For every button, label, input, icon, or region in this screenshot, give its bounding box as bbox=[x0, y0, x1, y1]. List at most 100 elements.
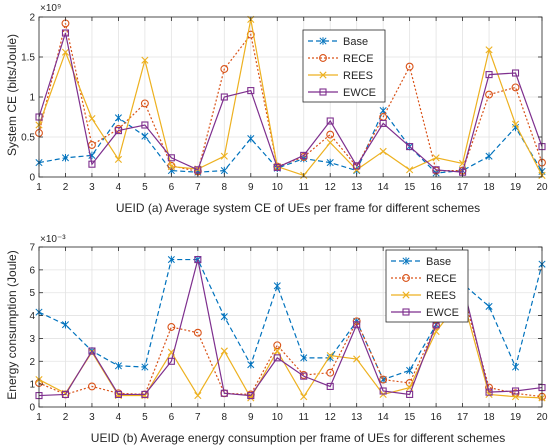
chart-a-y-tick-label: 1.5 bbox=[21, 53, 35, 64]
chart-a-point-rece bbox=[326, 130, 335, 139]
chart-a-y-tick-label: 0.5 bbox=[21, 133, 35, 144]
chart-b-point-rece bbox=[167, 323, 176, 331]
chart-b-legend-marker bbox=[402, 291, 410, 299]
chart-a-legend-label: Base bbox=[343, 36, 368, 48]
chart-b-legend-item-rees: REES bbox=[391, 290, 456, 302]
chart-a-point-rees bbox=[167, 163, 175, 171]
chart-b-x-tick-label: 19 bbox=[510, 412, 522, 423]
chart-b-point-ewce bbox=[300, 372, 308, 380]
chart-b-legend-item-rece: RECE bbox=[391, 273, 457, 285]
chart-b-point-base bbox=[247, 360, 255, 369]
chart-a-point-rece bbox=[485, 90, 494, 99]
chart-a-point-rece bbox=[405, 62, 414, 71]
chart-a-point-rees bbox=[326, 139, 334, 147]
chart-a-x-tick-label: 11 bbox=[299, 182, 310, 193]
chart-b-x-tick-label: 16 bbox=[431, 412, 443, 423]
chart-a-series-ewce bbox=[35, 29, 546, 176]
chart-b-point-base bbox=[273, 282, 281, 290]
chart-a-point-rees bbox=[432, 154, 440, 162]
chart-a-point-rees bbox=[61, 48, 70, 56]
chart-a-legend-marker bbox=[319, 54, 327, 62]
chart-b-x-tick-label: 18 bbox=[483, 412, 495, 423]
chart-a-legend-item-rece: RECE bbox=[308, 53, 374, 65]
chart-b-point-ewce bbox=[379, 387, 387, 395]
chart-a-point-ewce bbox=[406, 143, 414, 151]
chart-a-point-rece bbox=[511, 83, 520, 92]
chart-a-point-ewce bbox=[114, 127, 122, 135]
chart-a-legend-label: RECE bbox=[343, 53, 374, 65]
chart-b-point-base bbox=[167, 255, 175, 264]
chart-b-legend-box bbox=[385, 249, 469, 323]
chart-a-legend-marker bbox=[319, 37, 327, 45]
chart-a-point-ewce bbox=[300, 151, 308, 159]
chart-a-point-rees bbox=[406, 166, 414, 174]
chart-b-point-rees bbox=[511, 393, 520, 401]
chart-b-point-base bbox=[406, 366, 414, 375]
chart-panel-b: UEID (b) Average energy consumption per … bbox=[5, 234, 548, 445]
chart-a-point-rece bbox=[220, 65, 229, 73]
chart-b-legend-label: RECE bbox=[426, 273, 457, 285]
chart-a-x-tick-label: 17 bbox=[457, 182, 469, 193]
chart-a-x-tick-label: 15 bbox=[404, 182, 416, 193]
chart-b-point-ewce bbox=[511, 387, 520, 395]
chart-b-point-ewce bbox=[485, 388, 493, 396]
chart-b-point-ewce bbox=[194, 256, 202, 264]
chart-a-point-ewce bbox=[61, 29, 70, 37]
chart-b-x-tick-label: 3 bbox=[89, 412, 95, 423]
chart-b-point-ewce bbox=[167, 357, 175, 365]
chart-a-legend: Base RECE REES EWCE bbox=[302, 29, 386, 103]
chart-b-x-tick-label: 17 bbox=[457, 412, 469, 423]
chart-b-point-rees bbox=[194, 391, 202, 400]
chart-b-legend-label: REES bbox=[426, 290, 456, 302]
chart-b-x-tick-label: 5 bbox=[142, 412, 148, 423]
chart-a-point-ewce bbox=[247, 87, 255, 95]
chart-b-x-tick-label: 4 bbox=[116, 412, 122, 423]
chart-b-point-ewce bbox=[406, 390, 414, 398]
chart-a-x-tick-label: 16 bbox=[431, 182, 443, 193]
chart-a-point-ewce bbox=[273, 163, 281, 171]
chart-b-x-tick-label: 12 bbox=[325, 412, 337, 423]
chart-b-point-rece bbox=[379, 375, 388, 384]
chart-b-point-ewce bbox=[247, 392, 255, 400]
chart-a-line-ewce bbox=[38, 32, 543, 173]
chart-a-x-tick-label: 1 bbox=[36, 182, 42, 193]
chart-b-legend: Base RECE REES EWCE bbox=[385, 249, 469, 323]
chart-a-xlabel: UEID (a) Average system CE of UEs per fr… bbox=[116, 201, 480, 215]
chart-a-point-ewce bbox=[141, 121, 149, 129]
chart-b-point-base bbox=[511, 363, 520, 371]
chart-a-x-tick-label: 5 bbox=[142, 182, 148, 193]
chart-a-ylabel: System CE (bits/Joule) bbox=[5, 34, 19, 156]
chart-a-x-tick-label: 13 bbox=[351, 182, 363, 193]
chart-b-y-tick-label: 5 bbox=[29, 288, 35, 299]
chart-a-point-ewce bbox=[194, 166, 202, 174]
chart-b-exponent-label: ×10⁻³ bbox=[40, 234, 66, 245]
chart-a-y-tick-label: 0 bbox=[29, 173, 35, 184]
chart-b-x-tick-label: 6 bbox=[169, 412, 175, 423]
chart-b-legend-marker bbox=[402, 257, 410, 265]
chart-b-point-base bbox=[300, 354, 308, 362]
chart-a-legend-label: REES bbox=[343, 70, 373, 82]
chart-a-point-ewce bbox=[167, 154, 175, 162]
chart-b-legend-item-ewce: EWCE bbox=[391, 307, 459, 319]
chart-b-point-base bbox=[114, 362, 122, 370]
chart-b-point-ewce bbox=[353, 321, 361, 329]
chart-b-point-rece bbox=[326, 368, 335, 377]
chart-a-point-ewce bbox=[326, 117, 334, 125]
chart-b-point-rece bbox=[273, 341, 282, 350]
chart-a-y-tick-label: 1 bbox=[29, 93, 35, 104]
chart-b-legend-label: EWCE bbox=[426, 307, 459, 319]
chart-a-exponent-label: ×10⁹ bbox=[40, 3, 61, 14]
chart-b-y-tick-label: 6 bbox=[29, 265, 35, 276]
chart-a-point-base bbox=[326, 158, 334, 167]
chart-a-legend-box bbox=[302, 29, 386, 103]
chart-b-x-tick-label: 14 bbox=[378, 412, 390, 423]
chart-b-point-base bbox=[61, 320, 70, 329]
chart-b-ylabel: Energy consumption (Joule) bbox=[5, 250, 19, 399]
chart-b-x-tick-label: 2 bbox=[63, 412, 69, 423]
chart-b-y-tick-label: 0 bbox=[29, 403, 35, 414]
chart-b-x-tick-label: 20 bbox=[536, 412, 548, 423]
chart-a-point-base bbox=[247, 134, 255, 143]
chart-b-point-rees bbox=[326, 351, 334, 360]
chart-a-x-tick-label: 18 bbox=[483, 182, 495, 193]
